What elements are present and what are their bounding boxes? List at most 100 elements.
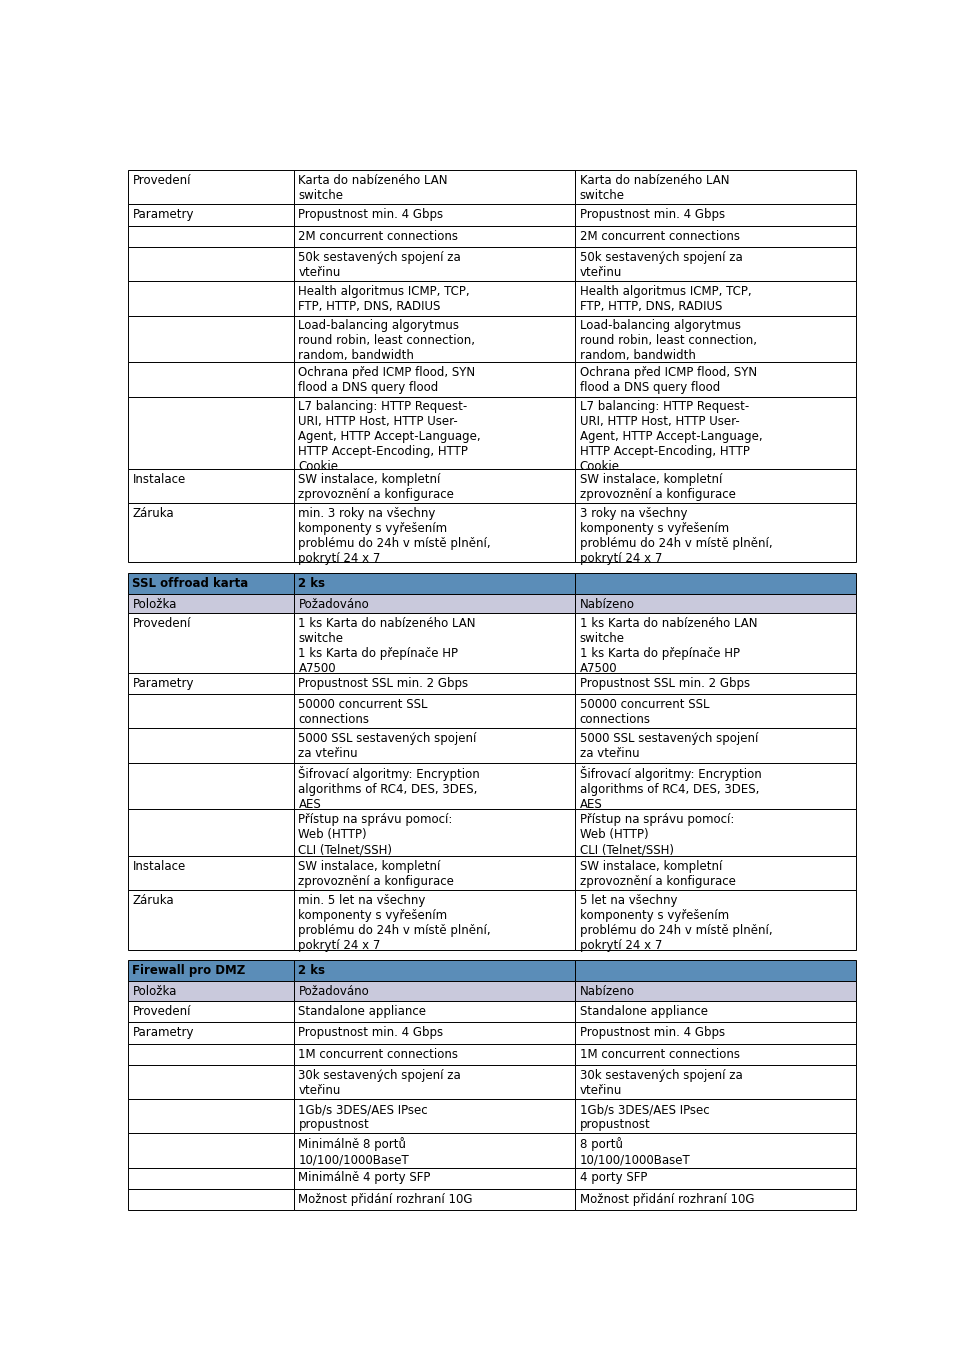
Bar xyxy=(128,729,294,763)
Text: L7 balancing: HTTP Request-
URI, HTTP Host, HTTP User-
Agent, HTTP Accept-Langua: L7 balancing: HTTP Request- URI, HTTP Ho… xyxy=(580,401,762,473)
Text: Nabízeno: Nabízeno xyxy=(580,986,635,998)
Bar xyxy=(128,204,294,226)
Text: 2 ks: 2 ks xyxy=(299,577,325,589)
Bar xyxy=(294,503,575,562)
Text: Load-balancing algorytmus
round robin, least connection,
random, bandwidth: Load-balancing algorytmus round robin, l… xyxy=(299,320,475,362)
Text: 2 ks: 2 ks xyxy=(299,964,325,977)
Bar xyxy=(294,763,575,809)
Bar xyxy=(128,247,294,282)
Bar xyxy=(128,1133,294,1167)
Bar xyxy=(294,204,575,226)
Bar xyxy=(128,694,294,729)
Bar xyxy=(575,1001,856,1023)
Text: Ochrana před ICMP flood, SYN
flood a DNS query flood: Ochrana před ICMP flood, SYN flood a DNS… xyxy=(580,366,756,394)
Text: 1Gb/s 3DES/AES IPsec
propustnost: 1Gb/s 3DES/AES IPsec propustnost xyxy=(580,1103,709,1131)
Text: Instalace: Instalace xyxy=(132,473,185,485)
Bar xyxy=(575,694,856,729)
Bar xyxy=(128,282,294,316)
Text: Parametry: Parametry xyxy=(132,208,194,221)
Bar xyxy=(294,1043,575,1065)
Bar xyxy=(575,226,856,247)
Bar xyxy=(128,1001,294,1023)
Bar xyxy=(575,1023,856,1043)
Bar xyxy=(294,856,575,890)
Bar xyxy=(128,1099,294,1133)
Bar xyxy=(575,595,856,614)
Text: Propustnost min. 4 Gbps: Propustnost min. 4 Gbps xyxy=(299,208,444,221)
Text: Propustnost min. 4 Gbps: Propustnost min. 4 Gbps xyxy=(299,1027,444,1039)
Text: SSL offroad karta: SSL offroad karta xyxy=(132,577,249,589)
Bar xyxy=(575,316,856,362)
Text: 30k sestavených spojení za
vteřinu: 30k sestavených spojení za vteřinu xyxy=(299,1069,461,1096)
Bar xyxy=(575,469,856,503)
Text: min. 5 let na všechny
komponenty s vyřešením
problému do 24h v místě plnění,
pok: min. 5 let na všechny komponenty s vyřeš… xyxy=(299,894,492,953)
Text: Load-balancing algorytmus
round robin, least connection,
random, bandwidth: Load-balancing algorytmus round robin, l… xyxy=(580,320,756,362)
Text: 1M concurrent connections: 1M concurrent connections xyxy=(580,1047,740,1061)
Text: Možnost přidání rozhraní 10G: Možnost přidání rozhraní 10G xyxy=(299,1193,473,1206)
Bar xyxy=(128,1167,294,1189)
Bar xyxy=(575,890,856,950)
Bar xyxy=(575,729,856,763)
Text: Požadováno: Požadováno xyxy=(299,986,370,998)
Bar xyxy=(128,856,294,890)
Bar xyxy=(294,282,575,316)
Text: Standalone appliance: Standalone appliance xyxy=(299,1005,426,1017)
Bar xyxy=(128,396,294,469)
Text: 5 let na všechny
komponenty s vyřešením
problému do 24h v místě plnění,
pokrytí : 5 let na všechny komponenty s vyřešením … xyxy=(580,894,773,953)
Bar xyxy=(128,362,294,396)
Bar xyxy=(575,1189,856,1210)
Text: Propustnost min. 4 Gbps: Propustnost min. 4 Gbps xyxy=(580,1027,725,1039)
Text: Firewall pro DMZ: Firewall pro DMZ xyxy=(132,964,246,977)
Bar xyxy=(575,573,856,595)
Bar xyxy=(128,961,294,982)
Text: Šifrovací algoritmy: Encryption
algorithms of RC4, DES, 3DES,
AES: Šifrovací algoritmy: Encryption algorith… xyxy=(299,767,480,812)
Bar xyxy=(575,503,856,562)
Text: 30k sestavených spojení za
vteřinu: 30k sestavených spojení za vteřinu xyxy=(580,1069,742,1096)
Text: Požadováno: Požadováno xyxy=(299,597,370,611)
Bar xyxy=(128,1043,294,1065)
Text: Přístup na správu pomocí:
Web (HTTP)
CLI (Telnet/SSH): Přístup na správu pomocí: Web (HTTP) CLI… xyxy=(580,813,734,856)
Text: SW instalace, kompletní
zprovoznění a konfigurace: SW instalace, kompletní zprovoznění a ko… xyxy=(299,860,454,889)
Bar xyxy=(294,961,575,982)
Bar xyxy=(128,673,294,694)
Bar xyxy=(575,809,856,856)
Text: 5000 SSL sestavených spojení
za vteřinu: 5000 SSL sestavených spojení za vteřinu xyxy=(299,733,477,760)
Bar xyxy=(128,890,294,950)
Bar xyxy=(575,282,856,316)
Bar xyxy=(575,362,856,396)
Text: SW instalace, kompletní
zprovoznění a konfigurace: SW instalace, kompletní zprovoznění a ko… xyxy=(580,473,735,500)
Bar xyxy=(294,1189,575,1210)
Bar xyxy=(294,1023,575,1043)
Text: Minimálně 4 porty SFP: Minimálně 4 porty SFP xyxy=(299,1172,431,1184)
Text: 1Gb/s 3DES/AES IPsec
propustnost: 1Gb/s 3DES/AES IPsec propustnost xyxy=(299,1103,428,1131)
Bar xyxy=(575,961,856,982)
Text: 1 ks Karta do nabízeného LAN
switche
1 ks Karta do přepínače HP
A7500: 1 ks Karta do nabízeného LAN switche 1 k… xyxy=(580,617,757,675)
Bar xyxy=(294,614,575,673)
Bar xyxy=(294,890,575,950)
Bar xyxy=(128,226,294,247)
Bar xyxy=(575,1043,856,1065)
Text: Parametry: Parametry xyxy=(132,1027,194,1039)
Bar xyxy=(128,469,294,503)
Text: Přístup na správu pomocí:
Web (HTTP)
CLI (Telnet/SSH): Přístup na správu pomocí: Web (HTTP) CLI… xyxy=(299,813,453,856)
Text: 50000 concurrent SSL
connections: 50000 concurrent SSL connections xyxy=(580,699,709,726)
Bar xyxy=(575,1065,856,1099)
Text: Karta do nabízeného LAN
switche: Karta do nabízeného LAN switche xyxy=(299,174,448,202)
Bar xyxy=(128,1023,294,1043)
Bar xyxy=(575,614,856,673)
Bar xyxy=(294,171,575,204)
Bar xyxy=(128,1065,294,1099)
Text: Ochrana před ICMP flood, SYN
flood a DNS query flood: Ochrana před ICMP flood, SYN flood a DNS… xyxy=(299,366,475,394)
Bar xyxy=(128,171,294,204)
Bar xyxy=(294,396,575,469)
Text: SW instalace, kompletní
zprovoznění a konfigurace: SW instalace, kompletní zprovoznění a ko… xyxy=(580,860,735,889)
Text: 2M concurrent connections: 2M concurrent connections xyxy=(299,230,459,243)
Bar xyxy=(575,396,856,469)
Bar xyxy=(128,573,294,595)
Text: Instalace: Instalace xyxy=(132,860,185,874)
Bar xyxy=(575,856,856,890)
Bar xyxy=(294,1001,575,1023)
Text: Propustnost SSL min. 2 Gbps: Propustnost SSL min. 2 Gbps xyxy=(580,677,750,690)
Bar xyxy=(128,763,294,809)
Bar xyxy=(128,503,294,562)
